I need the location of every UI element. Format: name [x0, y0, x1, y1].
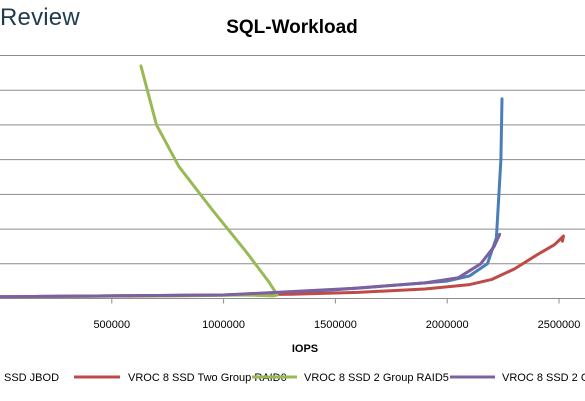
legend-label-2: VROC 8 SSD 2 Group RAID5: [304, 372, 449, 384]
grid-lines: [0, 55, 585, 299]
brand-logo-text: Review: [0, 4, 80, 31]
legend-label-0: SSD JBOD: [4, 372, 59, 384]
series-line-2: [0, 64, 279, 299]
legend: SSD JBOD VROC 8 SSD Two Group RAID0 VROC 8…: [4, 372, 585, 384]
chart-title: SQL-Workload: [226, 17, 358, 38]
x-axis-title: IOPS: [292, 343, 318, 355]
x-tick-label-1: 1000000: [202, 319, 245, 331]
x-axis-ticks: 500000 1000000 1500000 2000000 2500000: [93, 298, 581, 331]
x-tick-label-3: 2000000: [426, 319, 469, 331]
legend-label-1: VROC 8 SSD Two Group RAID0: [128, 372, 287, 384]
plot-area: [0, 64, 565, 299]
x-tick-label-2: 1500000: [314, 319, 357, 331]
series-line-3: [0, 232, 502, 299]
series-line-0: [0, 97, 504, 299]
legend-label-3: VROC 8 SSD 2 G: [502, 372, 585, 384]
x-tick-label-0: 500000: [93, 319, 130, 331]
x-tick-label-4: 2500000: [538, 319, 581, 331]
